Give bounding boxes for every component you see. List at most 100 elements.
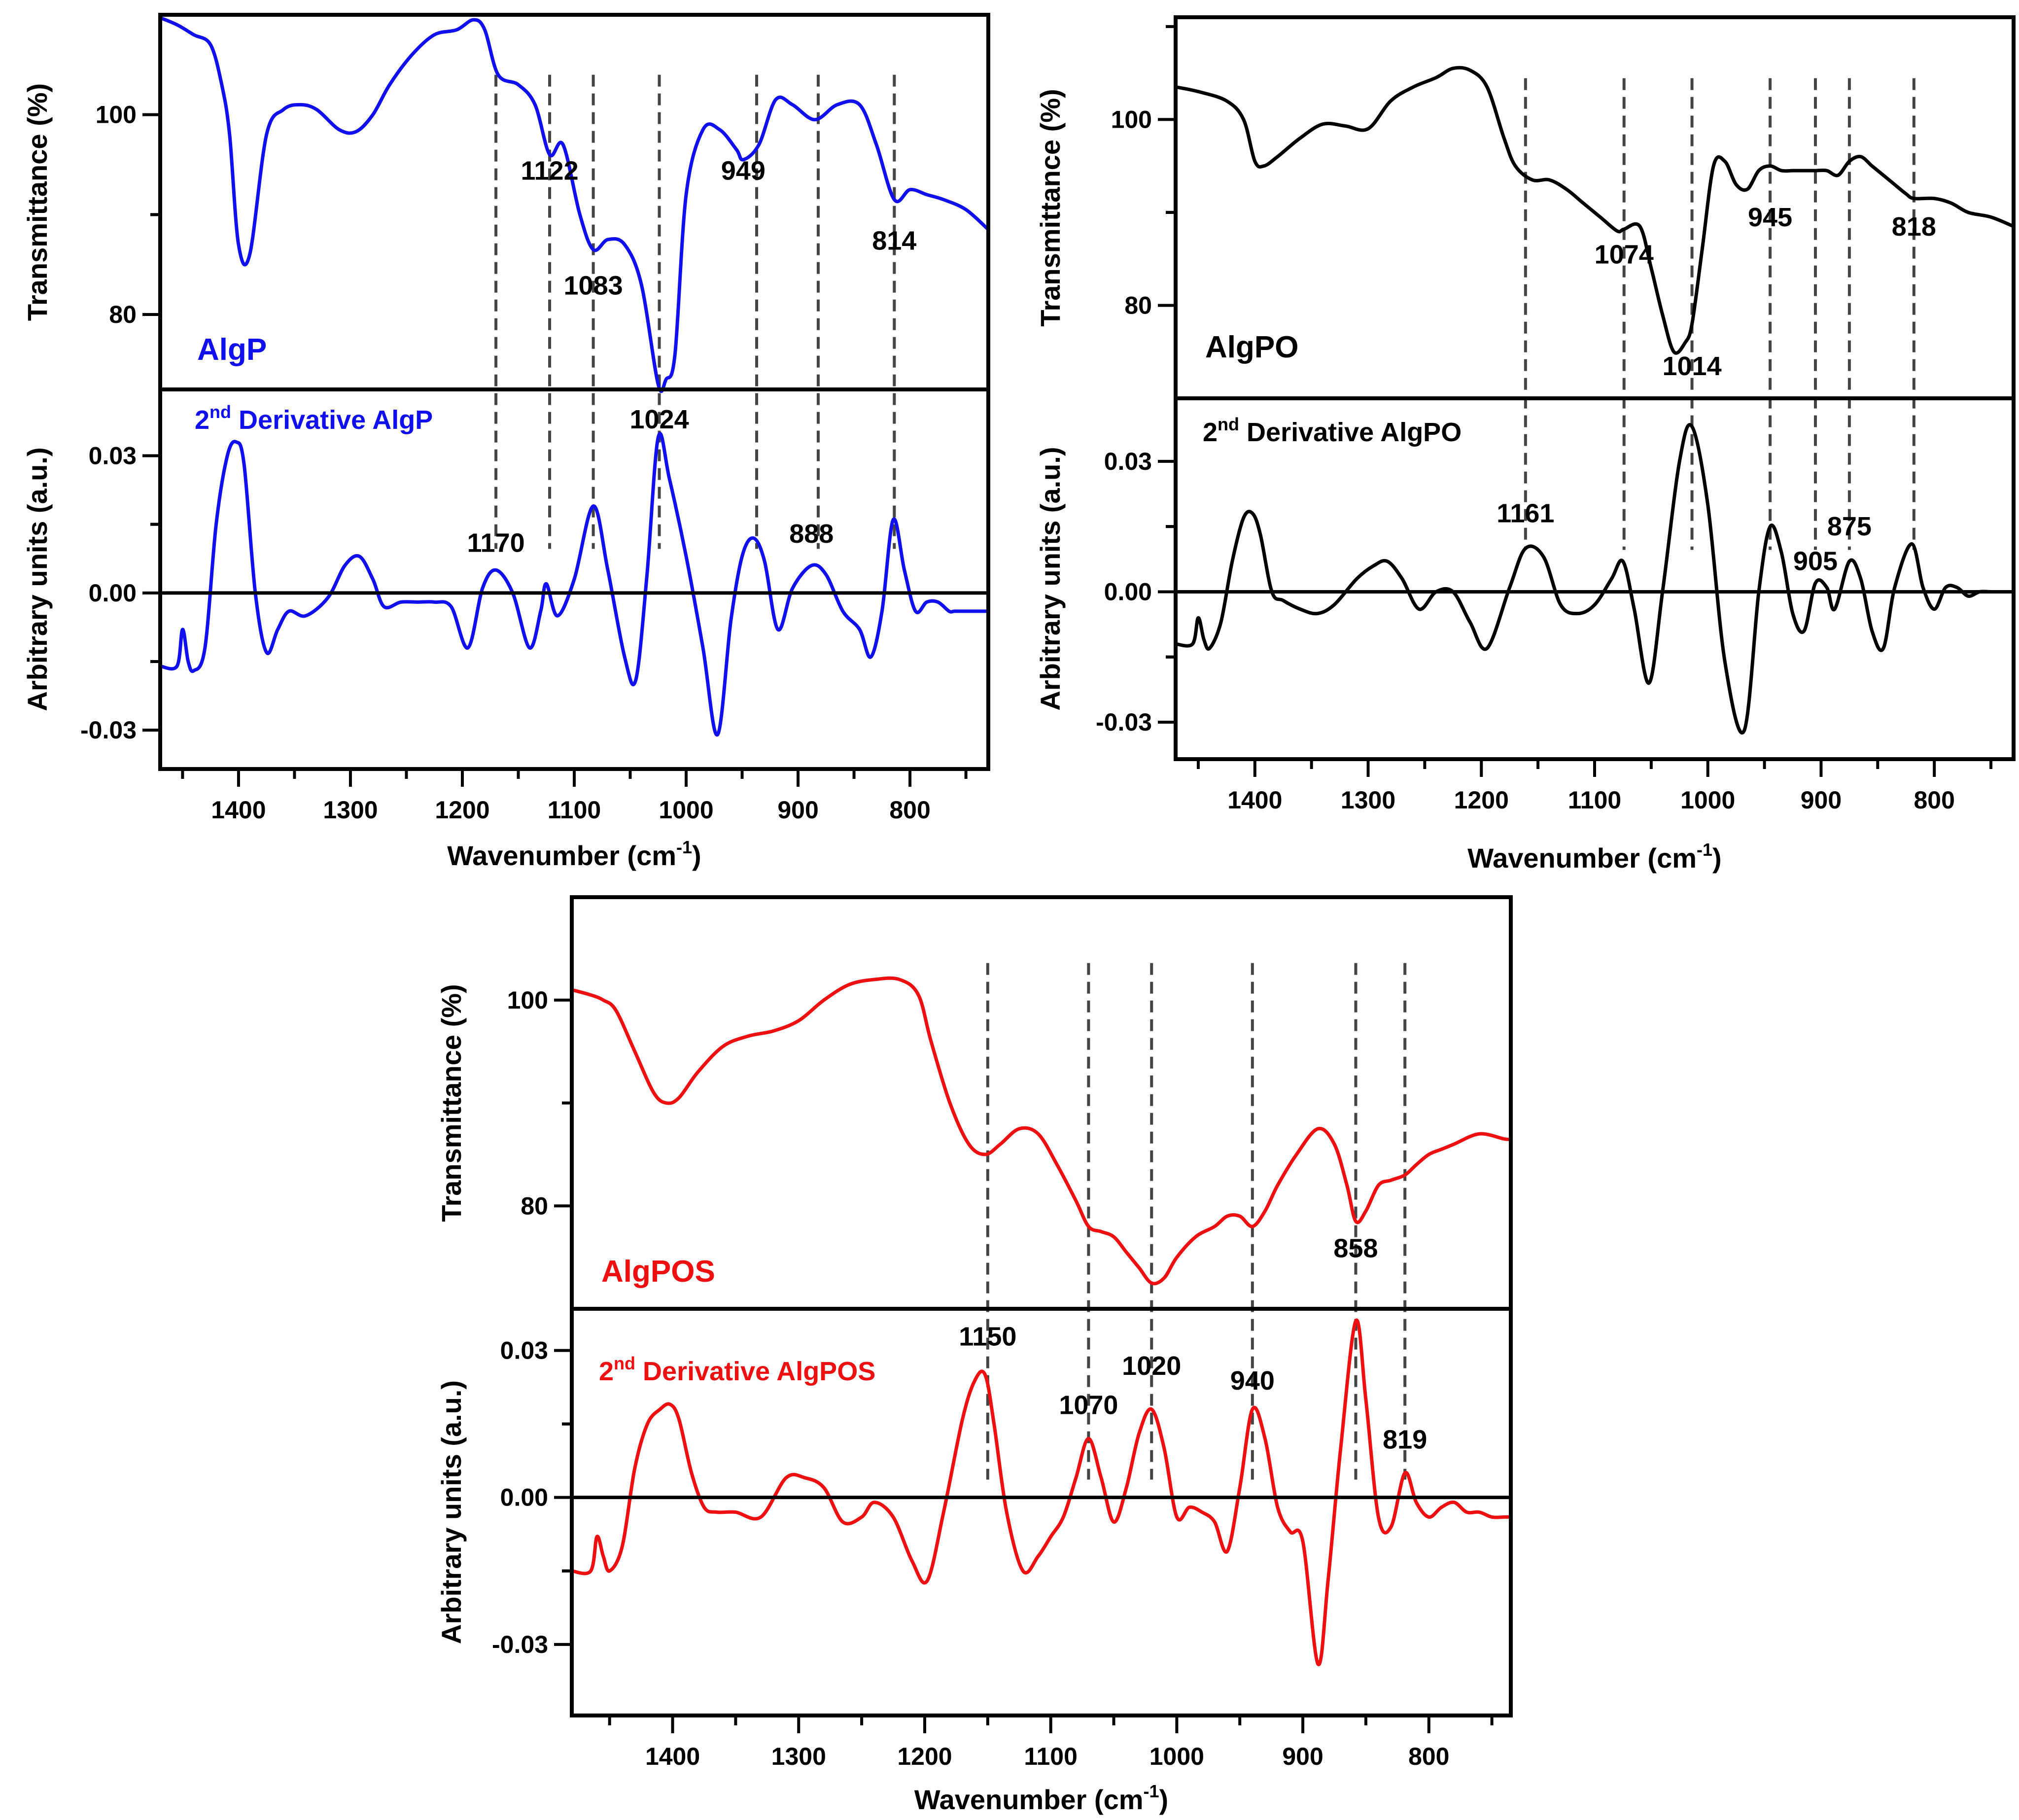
x-tick-label: 1300 [1341,786,1395,814]
y-tick-label: 0.03 [89,442,137,470]
x-axis-title-sup: -1 [1697,840,1712,860]
peak-label: 814 [872,226,916,255]
y-tick-label: 100 [96,101,137,129]
y-axis-top: 80 100 Transmittance (%) [22,83,160,328]
x-tick-label: 800 [1408,1743,1449,1770]
y-axis-top: 80 100 Transmittance (%) [1035,25,1176,327]
guide-lines [1524,78,1915,550]
x-axis-title: Wavenumber (cm-1) [447,837,701,871]
x-axis: 1400 1300 1200 1100 1000 900 800 Wavenumber (cm… [181,769,968,871]
x-tick-label: 1100 [1568,786,1621,814]
y-tick-label: 80 [521,1192,548,1220]
x-tick-label: 1400 [1227,786,1282,814]
x-tick-label: 1300 [771,1743,826,1770]
x-tick-label: 1000 [1680,786,1735,814]
peak-label: 1083 [564,271,623,300]
transmittance-curve [571,976,1511,1286]
y-axis-title-bottom: Arbitrary units (a.u.) [436,1380,467,1644]
plot-frame [570,895,1513,1717]
transmittance-curve [159,16,990,393]
peak-label: 1150 [959,1322,1016,1352]
y-tick-label: 100 [507,986,548,1014]
derivative-label-num: 2 [1203,418,1218,447]
peak-label: 905 [1793,546,1838,576]
x-axis: 1400 1300 1200 1100 1000 900 800 Wavenumber (cm… [608,1715,1494,1815]
x-tick-label: 1400 [211,796,266,824]
peak-label: 1161 [1497,498,1554,528]
x-tick-label: 1300 [323,796,378,824]
derivative-label-sup: nd [209,402,231,422]
peak-label: 1074 [1595,240,1654,270]
y-axis-title-top: Transmittance (%) [436,984,467,1222]
peak-label: 1122 [521,156,578,185]
x-tick-label: 1200 [435,796,489,824]
derivative-label-text: Derivative AlgPO [1239,418,1462,447]
y-tick-label: 0.00 [500,1484,548,1511]
y-axis-title-bottom: Arbitrary units (a.u.) [22,447,53,711]
y-tick-label: 0.03 [500,1336,548,1364]
peak-label: 940 [1230,1366,1275,1396]
x-tick-label: 1400 [645,1743,700,1770]
peak-label: 1070 [1059,1391,1118,1420]
panel-algp: 1400 1300 1200 1100 1000 900 800 Wavenumber (cm… [22,13,990,871]
y-tick-label: 0.03 [1104,448,1152,475]
panel-algpos: 1400 1300 1200 1100 1000 900 800 Wavenumber (cm… [436,895,1513,1815]
derivative-curve [571,1318,1511,1667]
derivative-label-num: 2 [599,1357,614,1386]
y-axis-title-bottom: Arbitrary units (a.u.) [1035,447,1066,710]
x-tick-label: 800 [1914,786,1954,814]
peak-label: 1024 [629,405,689,434]
peak-label: 888 [789,519,834,549]
derivative-curve [160,432,988,737]
derivative-label-text: Derivative AlgP [231,405,433,435]
x-tick-label: 800 [889,796,930,824]
peak-label: 945 [1748,203,1792,232]
x-axis-title-main: Wavenumber (cm [914,1784,1144,1815]
y-tick-label: 80 [109,301,137,328]
x-axis-title-suffix: ) [1159,1784,1169,1815]
x-axis-title: Wavenumber (cm-1) [1467,840,1721,874]
peak-label: 858 [1333,1234,1378,1263]
y-axis-top: 80 100 Transmittance (%) [436,984,572,1222]
x-tick-label: 900 [1282,1743,1323,1770]
x-axis-title-suffix: ) [1712,842,1722,874]
plot-frame [1174,15,2016,761]
y-tick-label: 0.00 [89,579,137,607]
y-tick-label: -0.03 [1096,708,1152,736]
x-tick-label: 1200 [897,1743,952,1770]
x-tick-label: 1100 [1024,1743,1077,1770]
x-axis-title-main: Wavenumber (cm [1467,842,1697,874]
sample-label: AlgPOS [601,1255,715,1289]
x-axis-title-main: Wavenumber (cm [447,840,676,871]
sample-label: AlgP [197,333,267,367]
panel-algpo: 1400 1300 1200 1100 1000 900 800 Wavenumber (cm… [1035,15,2016,874]
peak-label: 949 [721,156,766,185]
y-tick-label: -0.03 [80,716,137,744]
peak-label: 818 [1892,212,1936,242]
derivative-label: 2nd Derivative AlgPO [1203,414,1462,447]
derivative-label-text: Derivative AlgPOS [635,1357,875,1386]
peak-label: 875 [1827,512,1872,541]
y-axis-bottom: -0.03 0.00 0.03 Arbitrary units (a.u.) [1035,447,1176,736]
peak-label: 1170 [467,528,525,558]
x-axis-title-sup: -1 [1144,1781,1159,1801]
transmittance-curve [1175,66,2015,355]
x-tick-label: 900 [1801,786,1842,814]
x-axis-title: Wavenumber (cm-1) [914,1781,1168,1815]
x-axis: 1400 1300 1200 1100 1000 900 800 Wavenumber (cm… [1196,759,1993,874]
derivative-curve [1175,423,2014,735]
x-tick-label: 1000 [659,796,713,824]
x-axis-title-sup: -1 [676,837,692,857]
derivative-label: 2nd Derivative AlgPOS [599,1353,875,1386]
derivative-label: 2nd Derivative AlgP [195,402,433,435]
y-axis-bottom: -0.03 0.00 0.03 Arbitrary units (a.u.) [436,1336,572,1658]
plot-frame [158,13,990,771]
x-tick-label: 900 [777,796,818,824]
derivative-label-num: 2 [195,405,209,435]
peak-label: 1014 [1662,351,1721,381]
y-axis-bottom: -0.03 0.00 0.03 Arbitrary units (a.u.) [22,442,160,744]
sample-label: AlgPO [1205,330,1298,364]
peak-label: 819 [1383,1425,1427,1454]
y-tick-label: 80 [1124,291,1152,319]
